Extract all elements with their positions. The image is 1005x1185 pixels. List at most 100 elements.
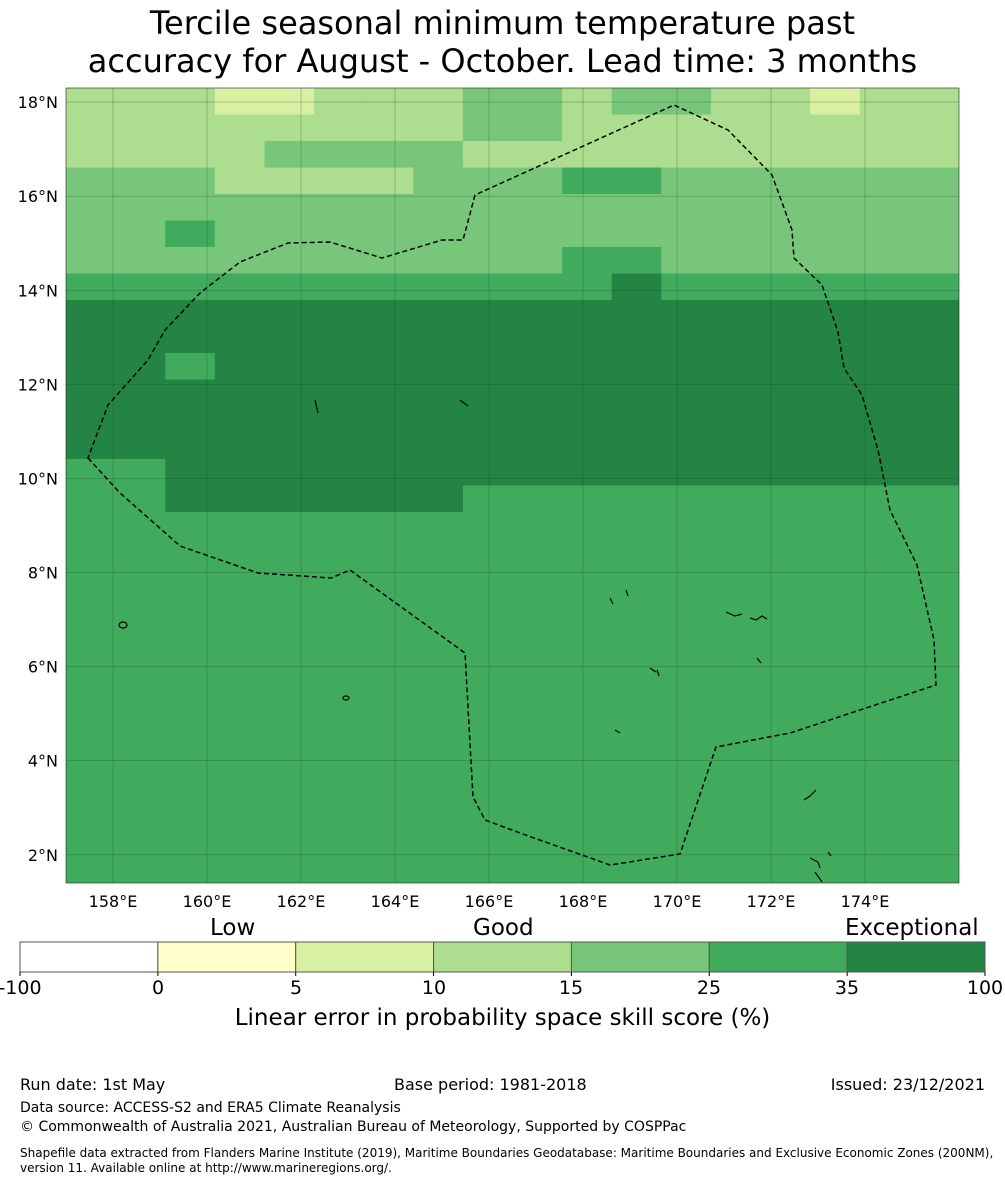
skill-cell	[859, 300, 910, 328]
skill-cell	[760, 88, 811, 116]
copyright: © Commonwealth of Australia 2021, Austra…	[20, 1119, 687, 1135]
skill-cell	[66, 830, 117, 858]
skill-cell	[264, 565, 315, 593]
skill-cell	[661, 591, 712, 619]
skill-cell	[462, 459, 514, 487]
skill-cell	[562, 565, 613, 593]
graticule	[66, 88, 959, 883]
skill-cell	[512, 194, 563, 222]
skill-cell	[661, 432, 712, 460]
skill-cell	[165, 406, 216, 434]
skill-cell	[760, 194, 811, 222]
skill-cell	[661, 485, 712, 513]
skill-cell	[264, 379, 315, 407]
skill-cell	[462, 406, 514, 434]
skill-cell	[165, 485, 216, 513]
skill-grid	[66, 88, 959, 883]
skill-cell	[710, 326, 762, 354]
skill-cell	[214, 114, 266, 142]
skill-cell	[909, 114, 959, 142]
skill-cell	[66, 512, 117, 540]
island	[118, 621, 128, 629]
skill-cell	[165, 247, 216, 275]
skill-cell	[661, 803, 712, 831]
skill-cell	[462, 565, 514, 593]
skill-cell	[810, 247, 861, 275]
skill-cell	[165, 671, 216, 699]
skill-cell	[413, 326, 464, 354]
skill-cell	[413, 220, 464, 248]
skill-cell	[165, 459, 216, 487]
skill-cell	[859, 88, 910, 116]
skill-cell	[562, 379, 613, 407]
skill-cell	[363, 644, 414, 672]
skill-cell	[909, 830, 959, 858]
islands	[118, 399, 832, 883]
skill-cell	[214, 697, 266, 725]
skill-cell	[66, 671, 117, 699]
island	[827, 851, 832, 857]
skill-cell	[214, 459, 266, 487]
skill-cell	[66, 141, 117, 169]
skill-cell	[363, 724, 414, 752]
longitude-labels: 158°E 160°E 162°E 164°E 166°E 168°E 170°E 172°E…	[89, 892, 890, 911]
skill-cell	[314, 538, 365, 566]
skill-cell	[512, 830, 563, 858]
skill-cell	[611, 459, 662, 487]
skill-cell	[562, 856, 613, 883]
skill-cell	[413, 300, 464, 328]
skill-cell	[661, 273, 712, 301]
skill-cell	[512, 512, 563, 540]
skill-cell	[562, 167, 613, 195]
skill-cell	[661, 697, 712, 725]
skill-cell	[264, 485, 315, 513]
skill-cell	[264, 459, 315, 487]
skill-cell	[512, 353, 563, 381]
skill-cell	[363, 273, 414, 301]
skill-cell	[611, 353, 662, 381]
skill-cell	[66, 247, 117, 275]
skill-cell	[859, 618, 910, 646]
skill-cell	[214, 379, 266, 407]
skill-cell	[314, 247, 365, 275]
skill-cell	[909, 697, 959, 725]
skill-cell	[909, 220, 959, 248]
skill-cell	[562, 114, 613, 142]
skill-cell	[859, 512, 910, 540]
skill-cell	[214, 273, 266, 301]
skill-cell	[66, 406, 117, 434]
skill-cell	[462, 300, 514, 328]
skill-cell	[264, 618, 315, 646]
skill-cell	[462, 194, 514, 222]
island	[725, 611, 743, 617]
longitude-label: 160°E	[183, 892, 232, 911]
latitude-label: 4°N	[28, 752, 58, 771]
island	[649, 667, 657, 673]
skill-cell	[909, 141, 959, 169]
skill-cell	[363, 485, 414, 513]
skill-cell	[264, 88, 315, 116]
island	[656, 669, 660, 677]
skill-cell	[264, 247, 315, 275]
skill-cell	[165, 88, 216, 116]
skill-cell	[859, 141, 910, 169]
skill-cell	[611, 194, 662, 222]
skill-cell	[115, 88, 166, 116]
skill-cell	[562, 247, 613, 275]
skill-cell	[760, 803, 811, 831]
skill-cell	[115, 379, 166, 407]
skill-cell	[810, 618, 861, 646]
skill-cell	[363, 353, 414, 381]
skill-cell	[214, 353, 266, 381]
skill-cell	[66, 724, 117, 752]
skill-cell	[165, 697, 216, 725]
skill-cell	[512, 591, 563, 619]
skill-cell	[462, 247, 514, 275]
skill-cell	[462, 697, 514, 725]
skill-cell	[810, 300, 861, 328]
skill-cell	[413, 777, 464, 805]
skill-cell	[810, 803, 861, 831]
skill-cell	[859, 247, 910, 275]
island	[459, 399, 469, 407]
latitude-label: 18°N	[18, 93, 58, 112]
